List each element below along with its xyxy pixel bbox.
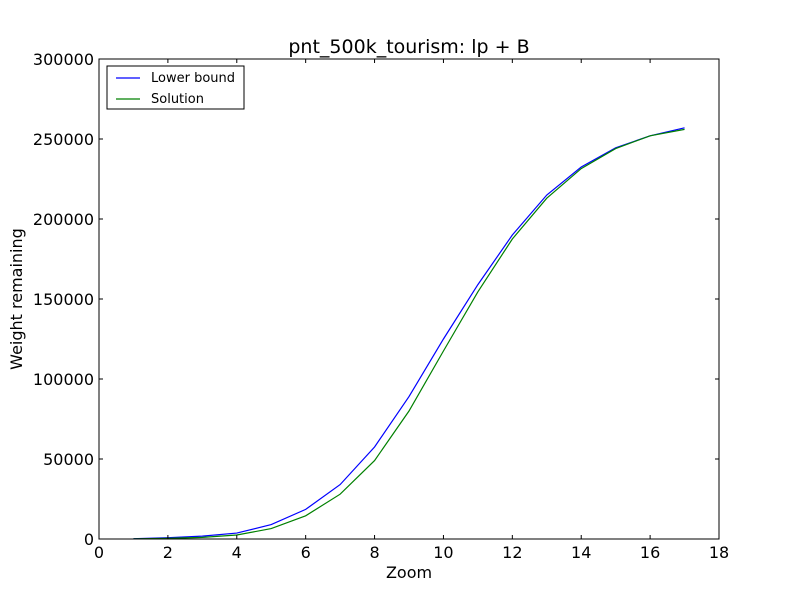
legend: Lower bound Solution	[106, 65, 245, 110]
y-tick-label: 300000	[33, 50, 94, 69]
x-tick-label: 10	[433, 543, 453, 562]
x-tick-label: 2	[163, 543, 173, 562]
y-tick-label: 200000	[33, 210, 94, 229]
y-axis-label: Weight remaining	[7, 228, 26, 370]
plot-frame	[98, 58, 720, 540]
x-tick-label: 12	[502, 543, 522, 562]
x-tick-label: 14	[571, 543, 591, 562]
chart-title: pnt_500k_tourism: lp + B	[288, 36, 529, 58]
series-line-lower-bound	[133, 127, 685, 540]
legend-label-solution: Solution	[151, 92, 204, 107]
legend-box	[106, 65, 245, 110]
plot-lines	[133, 127, 685, 540]
y-tick-label: 0	[84, 530, 94, 549]
x-tick-label: 0	[94, 543, 104, 562]
y-tick-label: 150000	[33, 290, 94, 309]
x-axis-label: Zoom	[386, 563, 432, 582]
x-tick-label: 18	[709, 543, 729, 562]
y-tick-label: 50000	[43, 450, 94, 469]
y-tick-label: 100000	[33, 370, 94, 389]
x-tick-label: 4	[232, 543, 242, 562]
y-tick-label: 250000	[33, 130, 94, 149]
series-line-solution	[133, 128, 685, 540]
x-tick-label: 6	[301, 543, 311, 562]
x-tick-label: 8	[369, 543, 379, 562]
legend-label-lower-bound: Lower bound	[151, 71, 235, 86]
x-tick-label: 16	[640, 543, 660, 562]
tick-labels: 0 2 4 6 8 10 12 14 16 18 0 50000 100000 150000 200000 2…	[33, 50, 729, 562]
axis-ticks	[98, 58, 720, 540]
